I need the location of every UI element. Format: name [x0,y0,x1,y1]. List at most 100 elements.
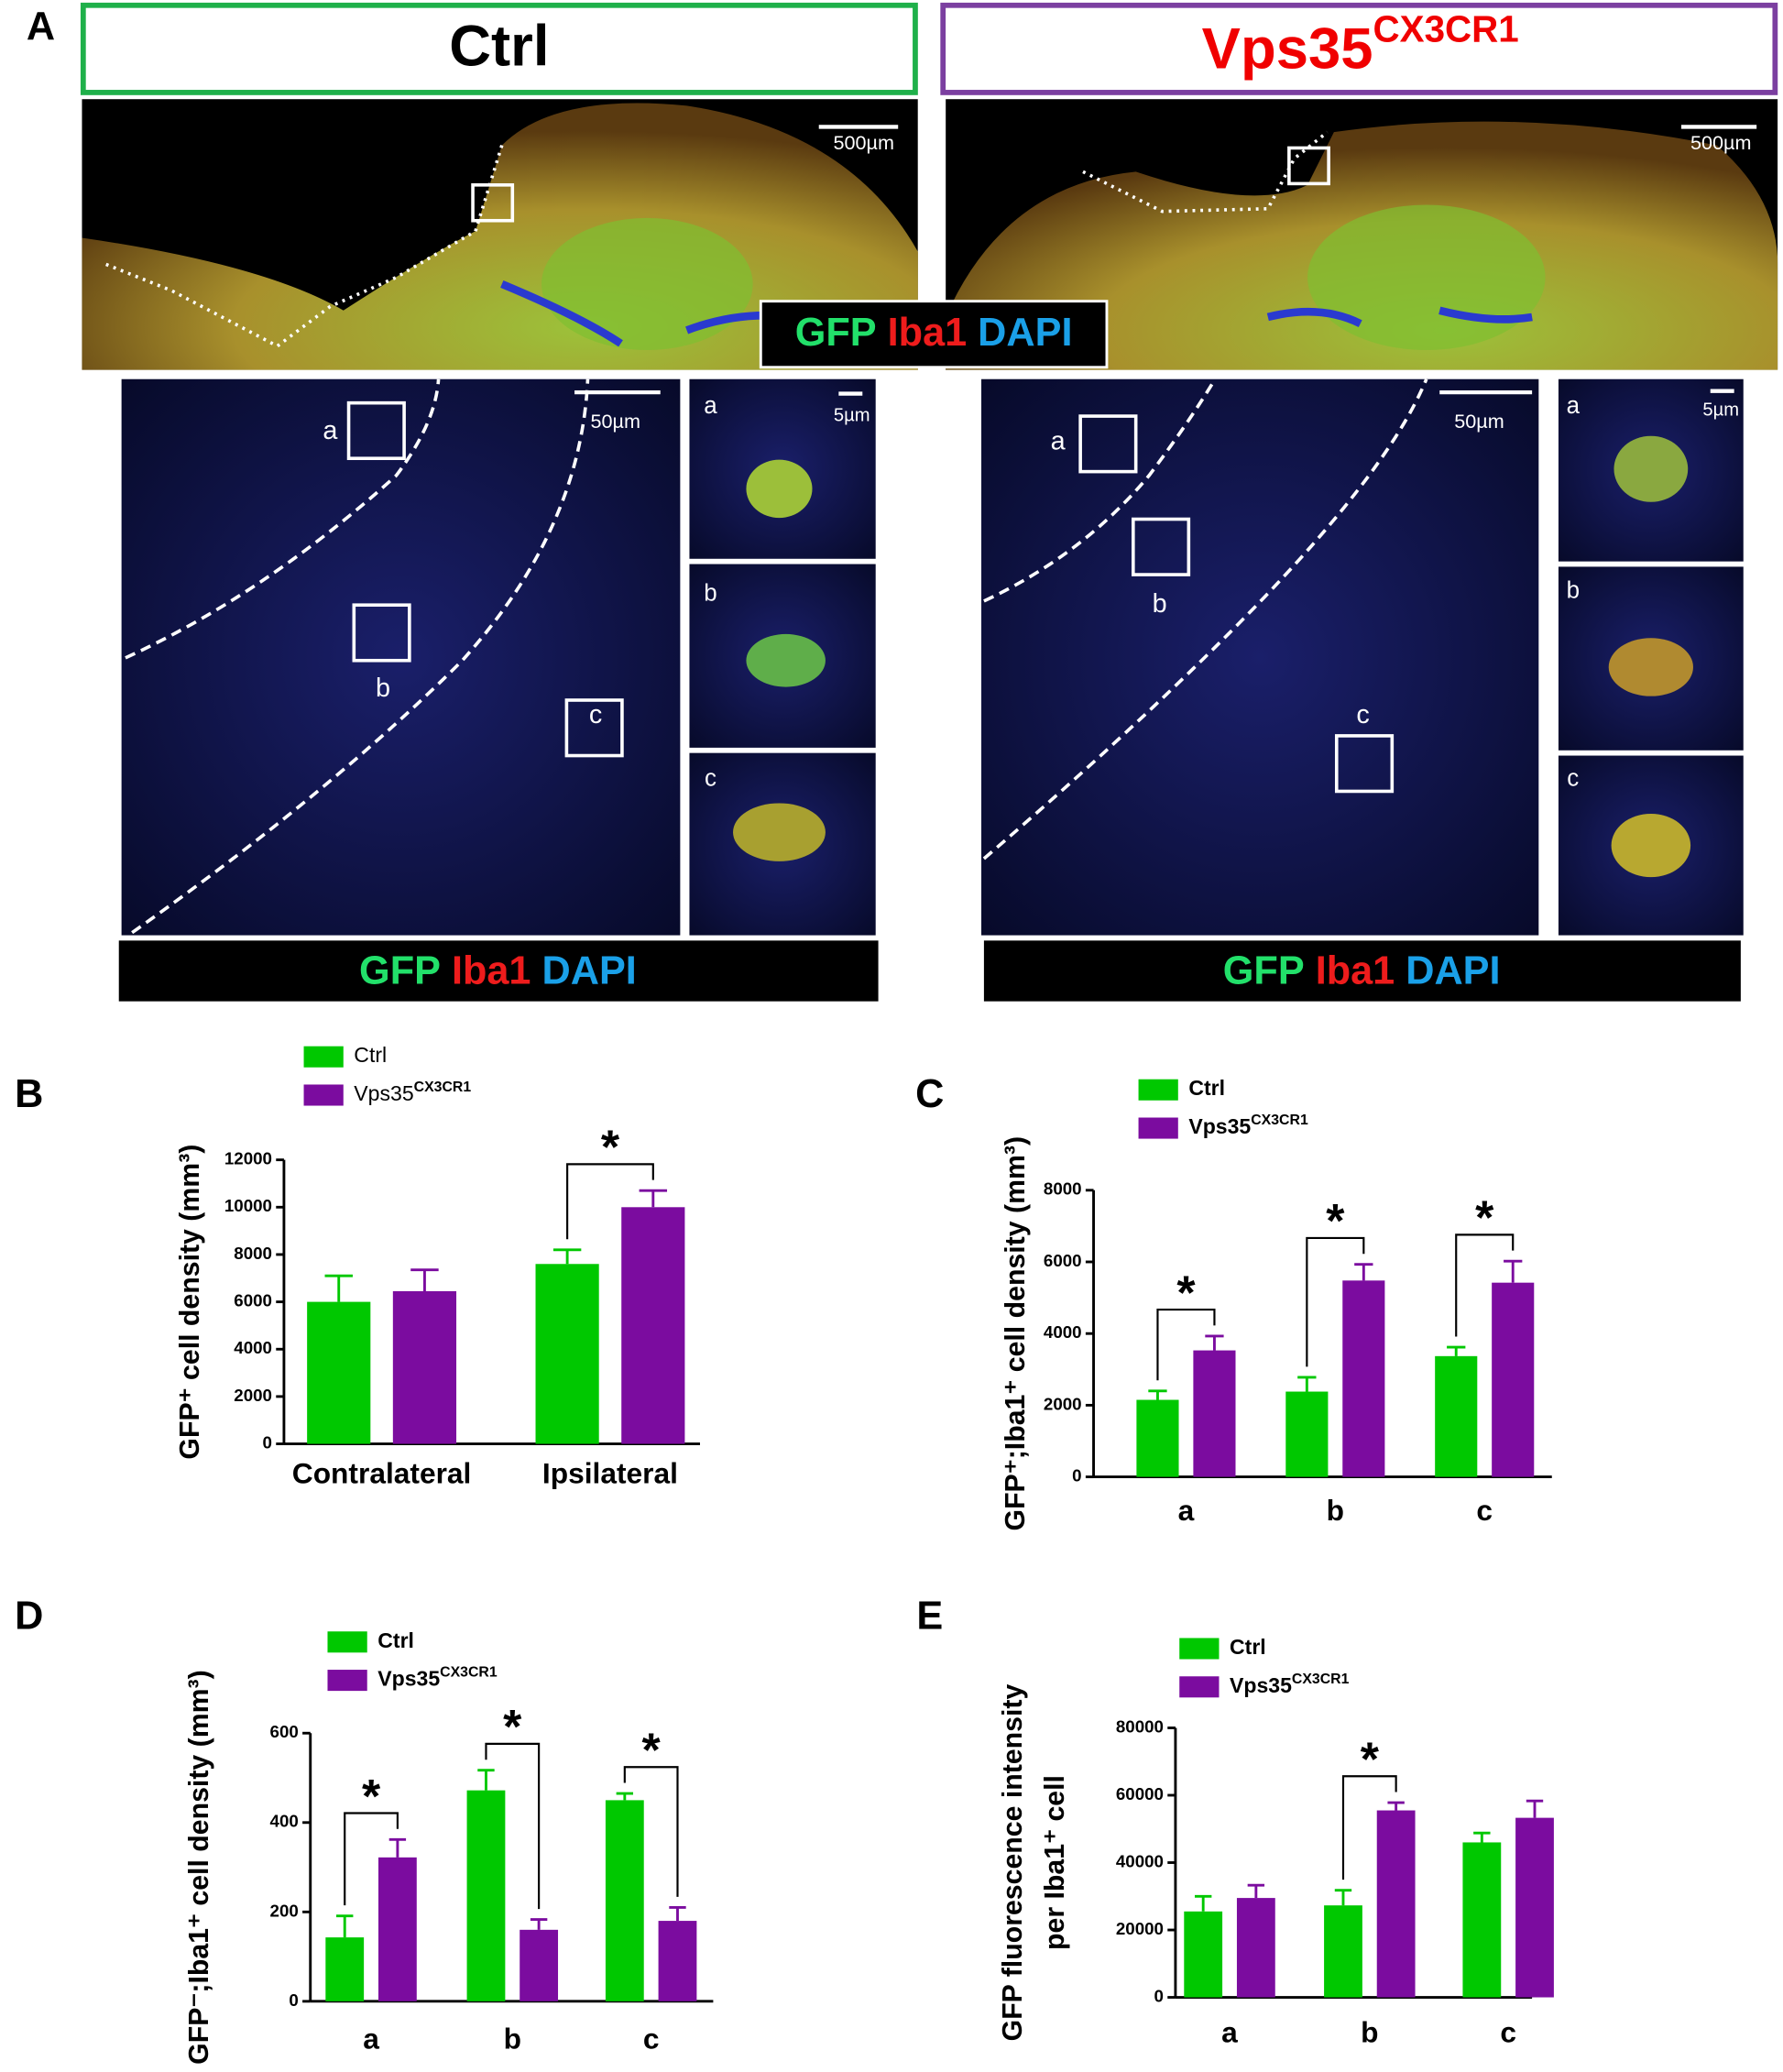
y-axis-label: GFP fluorescence intensity [998,1684,1028,2042]
error-bar [1447,1345,1466,1356]
header-box [80,2,918,95]
y-tick-label: 80000 [1116,1716,1164,1736]
stain-legend: GFP Iba1 DAPI [1223,949,1501,993]
micrograph [121,378,681,936]
stain-dapi: DAPI [978,312,1072,356]
panel-label: D [15,1594,43,1638]
y-tick-label: 200 [270,1901,299,1920]
legend-label: Ctrl [377,1628,414,1652]
roi-box [1131,517,1191,576]
legend-swatch [1138,1079,1178,1101]
y-tick-label: 0 [1072,1466,1081,1485]
stain-legend-box [118,940,879,1002]
significance-bracket [1306,1236,1365,1367]
error-bar [1297,1376,1317,1392]
error-bar [616,1792,634,1801]
significance-star: * [503,1700,522,1753]
scale-label: 50µm [1454,410,1504,433]
legend-label: Vps35CX3CR1 [1188,1113,1308,1138]
bar [1193,1350,1236,1477]
error-bar [1205,1334,1224,1351]
legend-swatch [327,1631,367,1653]
inset-label: c [705,765,716,791]
y-tick-label: 10000 [224,1196,272,1215]
error-bar [410,1268,439,1291]
significance-bracket [485,1742,541,1910]
roi-box [352,603,411,663]
bar [621,1207,685,1444]
bar [1236,1898,1275,1998]
roi-label: a [1051,427,1067,456]
cell [746,633,826,687]
error-bar [1354,1263,1373,1281]
bar [535,1264,599,1444]
y-tick-label: 2000 [234,1386,272,1405]
legend-superscript: CX3CR1 [1251,1113,1308,1128]
y-tick-label: 400 [270,1812,299,1831]
legend-superscript: CX3CR1 [414,1080,472,1095]
error-bar [324,1274,353,1302]
y-tick-label: 0 [1154,1986,1164,2005]
legend-name: Vps35 [354,1081,413,1105]
legend-label: Vps35CX3CR1 [354,1080,471,1105]
roi-box [346,400,406,461]
y-tick-label: 4000 [234,1338,272,1357]
y-tick-label: 0 [263,1433,272,1453]
legend-label: Ctrl [354,1043,387,1067]
inset-label: a [704,393,717,419]
significance-bracket [1156,1309,1216,1381]
bar [1342,1280,1385,1477]
legend-name: Vps35 [1230,1673,1292,1697]
stain-legend-box [983,940,1741,1002]
y-tick-label: 4000 [1044,1322,1082,1342]
error-bar [336,1914,354,1938]
significance-bracket [344,1812,399,1906]
roi-box [1078,414,1138,474]
boundary [983,378,1217,603]
significance-star: * [601,1121,620,1174]
error-bar [1247,1883,1265,1899]
bar [1435,1355,1478,1477]
legend-label: Ctrl [1188,1076,1225,1100]
stain-legend: GFP Iba1 DAPI [359,949,637,993]
x-tick-label: a [1178,1494,1195,1527]
significance-bracket [623,1766,679,1897]
cell [1613,435,1689,502]
boundary [982,378,1428,861]
stain-iba1: Iba1 [1316,949,1395,993]
legend-name: Ctrl [1188,1076,1225,1100]
y-tick-label: 2000 [1044,1394,1082,1413]
inset-label: b [1567,578,1580,604]
y-axis-label: GFP⁺ cell density (mm³) [175,1145,205,1460]
cell [746,459,813,519]
y-tick-label: 40000 [1116,1851,1164,1870]
legend-swatch [303,1046,344,1068]
significance-star: * [1176,1266,1196,1319]
significance-star: * [1361,1733,1380,1786]
legend-superscript: CX3CR1 [1292,1671,1350,1686]
bar [1515,1817,1554,1998]
cell [1608,638,1693,696]
bar [1285,1391,1329,1477]
scale-label: 5µm [834,405,870,425]
bar [1324,1905,1362,1998]
y-tick-label: 60000 [1116,1784,1164,1803]
y-tick-label: 6000 [1044,1251,1082,1270]
bar [1184,1911,1223,1998]
bar [307,1301,371,1444]
error-bar [1148,1389,1167,1400]
stain-gfp: GFP [795,312,877,356]
legend-name: Ctrl [354,1043,387,1067]
stain-dapi: DAPI [1406,949,1500,993]
y-tick-label: 20000 [1116,1919,1164,1938]
bar [520,1929,559,2001]
bar [658,1921,697,2001]
significance-bracket [1341,1775,1397,1880]
significance-star: * [1326,1194,1345,1247]
x-tick-label: b [1361,2015,1378,2048]
bar [325,1937,365,2001]
scale-label: 500µm [1690,131,1752,154]
x-tick-label: a [1221,2015,1238,2048]
significance-bracket [1455,1233,1515,1337]
